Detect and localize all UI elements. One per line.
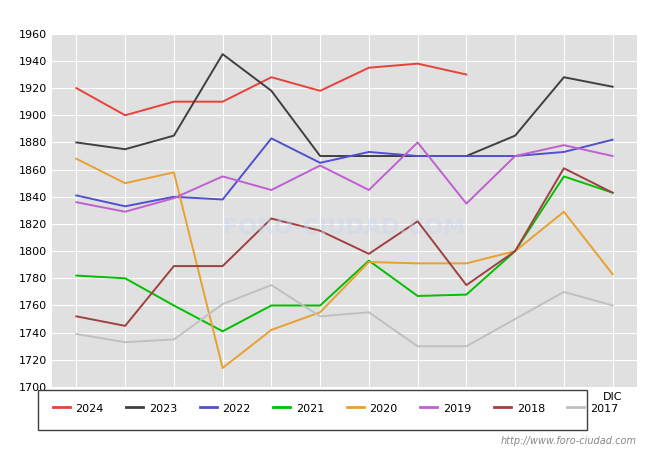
Text: 2019: 2019 bbox=[443, 404, 471, 414]
Text: Afiliados en Dúrcal a 30/9/2024: Afiliados en Dúrcal a 30/9/2024 bbox=[183, 8, 467, 26]
Text: 2022: 2022 bbox=[222, 404, 251, 414]
Text: 2024: 2024 bbox=[75, 404, 104, 414]
Text: 2018: 2018 bbox=[517, 404, 545, 414]
FancyBboxPatch shape bbox=[38, 390, 588, 430]
Text: 2023: 2023 bbox=[149, 404, 177, 414]
Text: FORO-CIUDAD.COM: FORO-CIUDAD.COM bbox=[224, 218, 465, 238]
Text: http://www.foro-ciudad.com: http://www.foro-ciudad.com bbox=[501, 436, 637, 446]
Text: 2021: 2021 bbox=[296, 404, 324, 414]
Text: 2020: 2020 bbox=[370, 404, 398, 414]
Text: 2017: 2017 bbox=[590, 404, 618, 414]
